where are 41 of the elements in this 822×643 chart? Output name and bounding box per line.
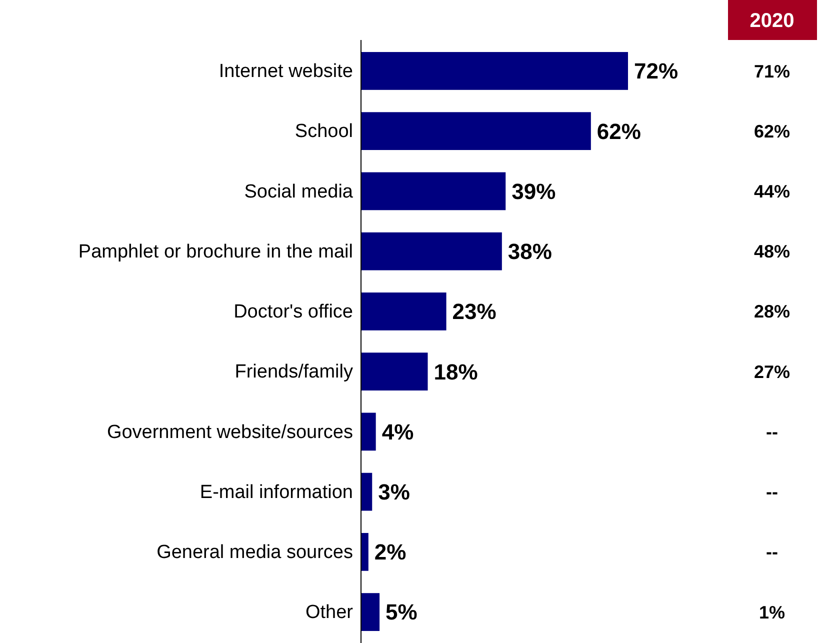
data-label: 5%	[386, 600, 418, 625]
data-label: 38%	[508, 239, 552, 264]
y-tick-label: E-mail information	[200, 482, 353, 503]
text: --	[766, 482, 778, 502]
bar	[361, 112, 591, 150]
bar	[361, 232, 502, 270]
y-tick-label: Other	[305, 602, 354, 624]
y-tick-label: School	[294, 121, 353, 142]
data-label: 23%	[452, 299, 496, 324]
bar	[361, 52, 628, 90]
text: --	[766, 542, 778, 562]
data-label: 72%	[634, 58, 678, 84]
text: 27%	[754, 362, 790, 382]
y-tick-label: Social media	[244, 181, 354, 202]
y-tick-label: Internet website	[218, 61, 353, 82]
y-tick-label: General media sources	[156, 542, 353, 563]
bar	[361, 292, 446, 330]
text: 48%	[754, 242, 790, 262]
data-label: 4%	[382, 419, 414, 444]
bar	[361, 352, 428, 390]
data-label: 62%	[596, 118, 641, 144]
bar	[361, 593, 380, 631]
text: 2020	[750, 10, 794, 32]
text: 71%	[754, 61, 790, 82]
bar	[361, 472, 372, 511]
text: 1%	[758, 602, 786, 622]
data-label: 39%	[512, 178, 556, 204]
bar	[361, 172, 506, 210]
data-label: 2%	[374, 540, 406, 565]
text: 28%	[754, 302, 790, 322]
bar	[361, 412, 376, 451]
text: 44%	[754, 182, 790, 202]
y-tick-label: Doctor's office	[234, 302, 353, 323]
y-tick-label: Friends/family	[234, 362, 354, 383]
y-tick-label: Pamphlet or brochure in the mail	[78, 241, 353, 262]
data-label: 18%	[434, 359, 478, 384]
data-label: 3%	[378, 480, 410, 504]
bar	[361, 532, 368, 571]
y-tick-label: Government website/sources	[106, 422, 353, 443]
text: --	[766, 422, 778, 442]
text: 62%	[754, 121, 790, 142]
